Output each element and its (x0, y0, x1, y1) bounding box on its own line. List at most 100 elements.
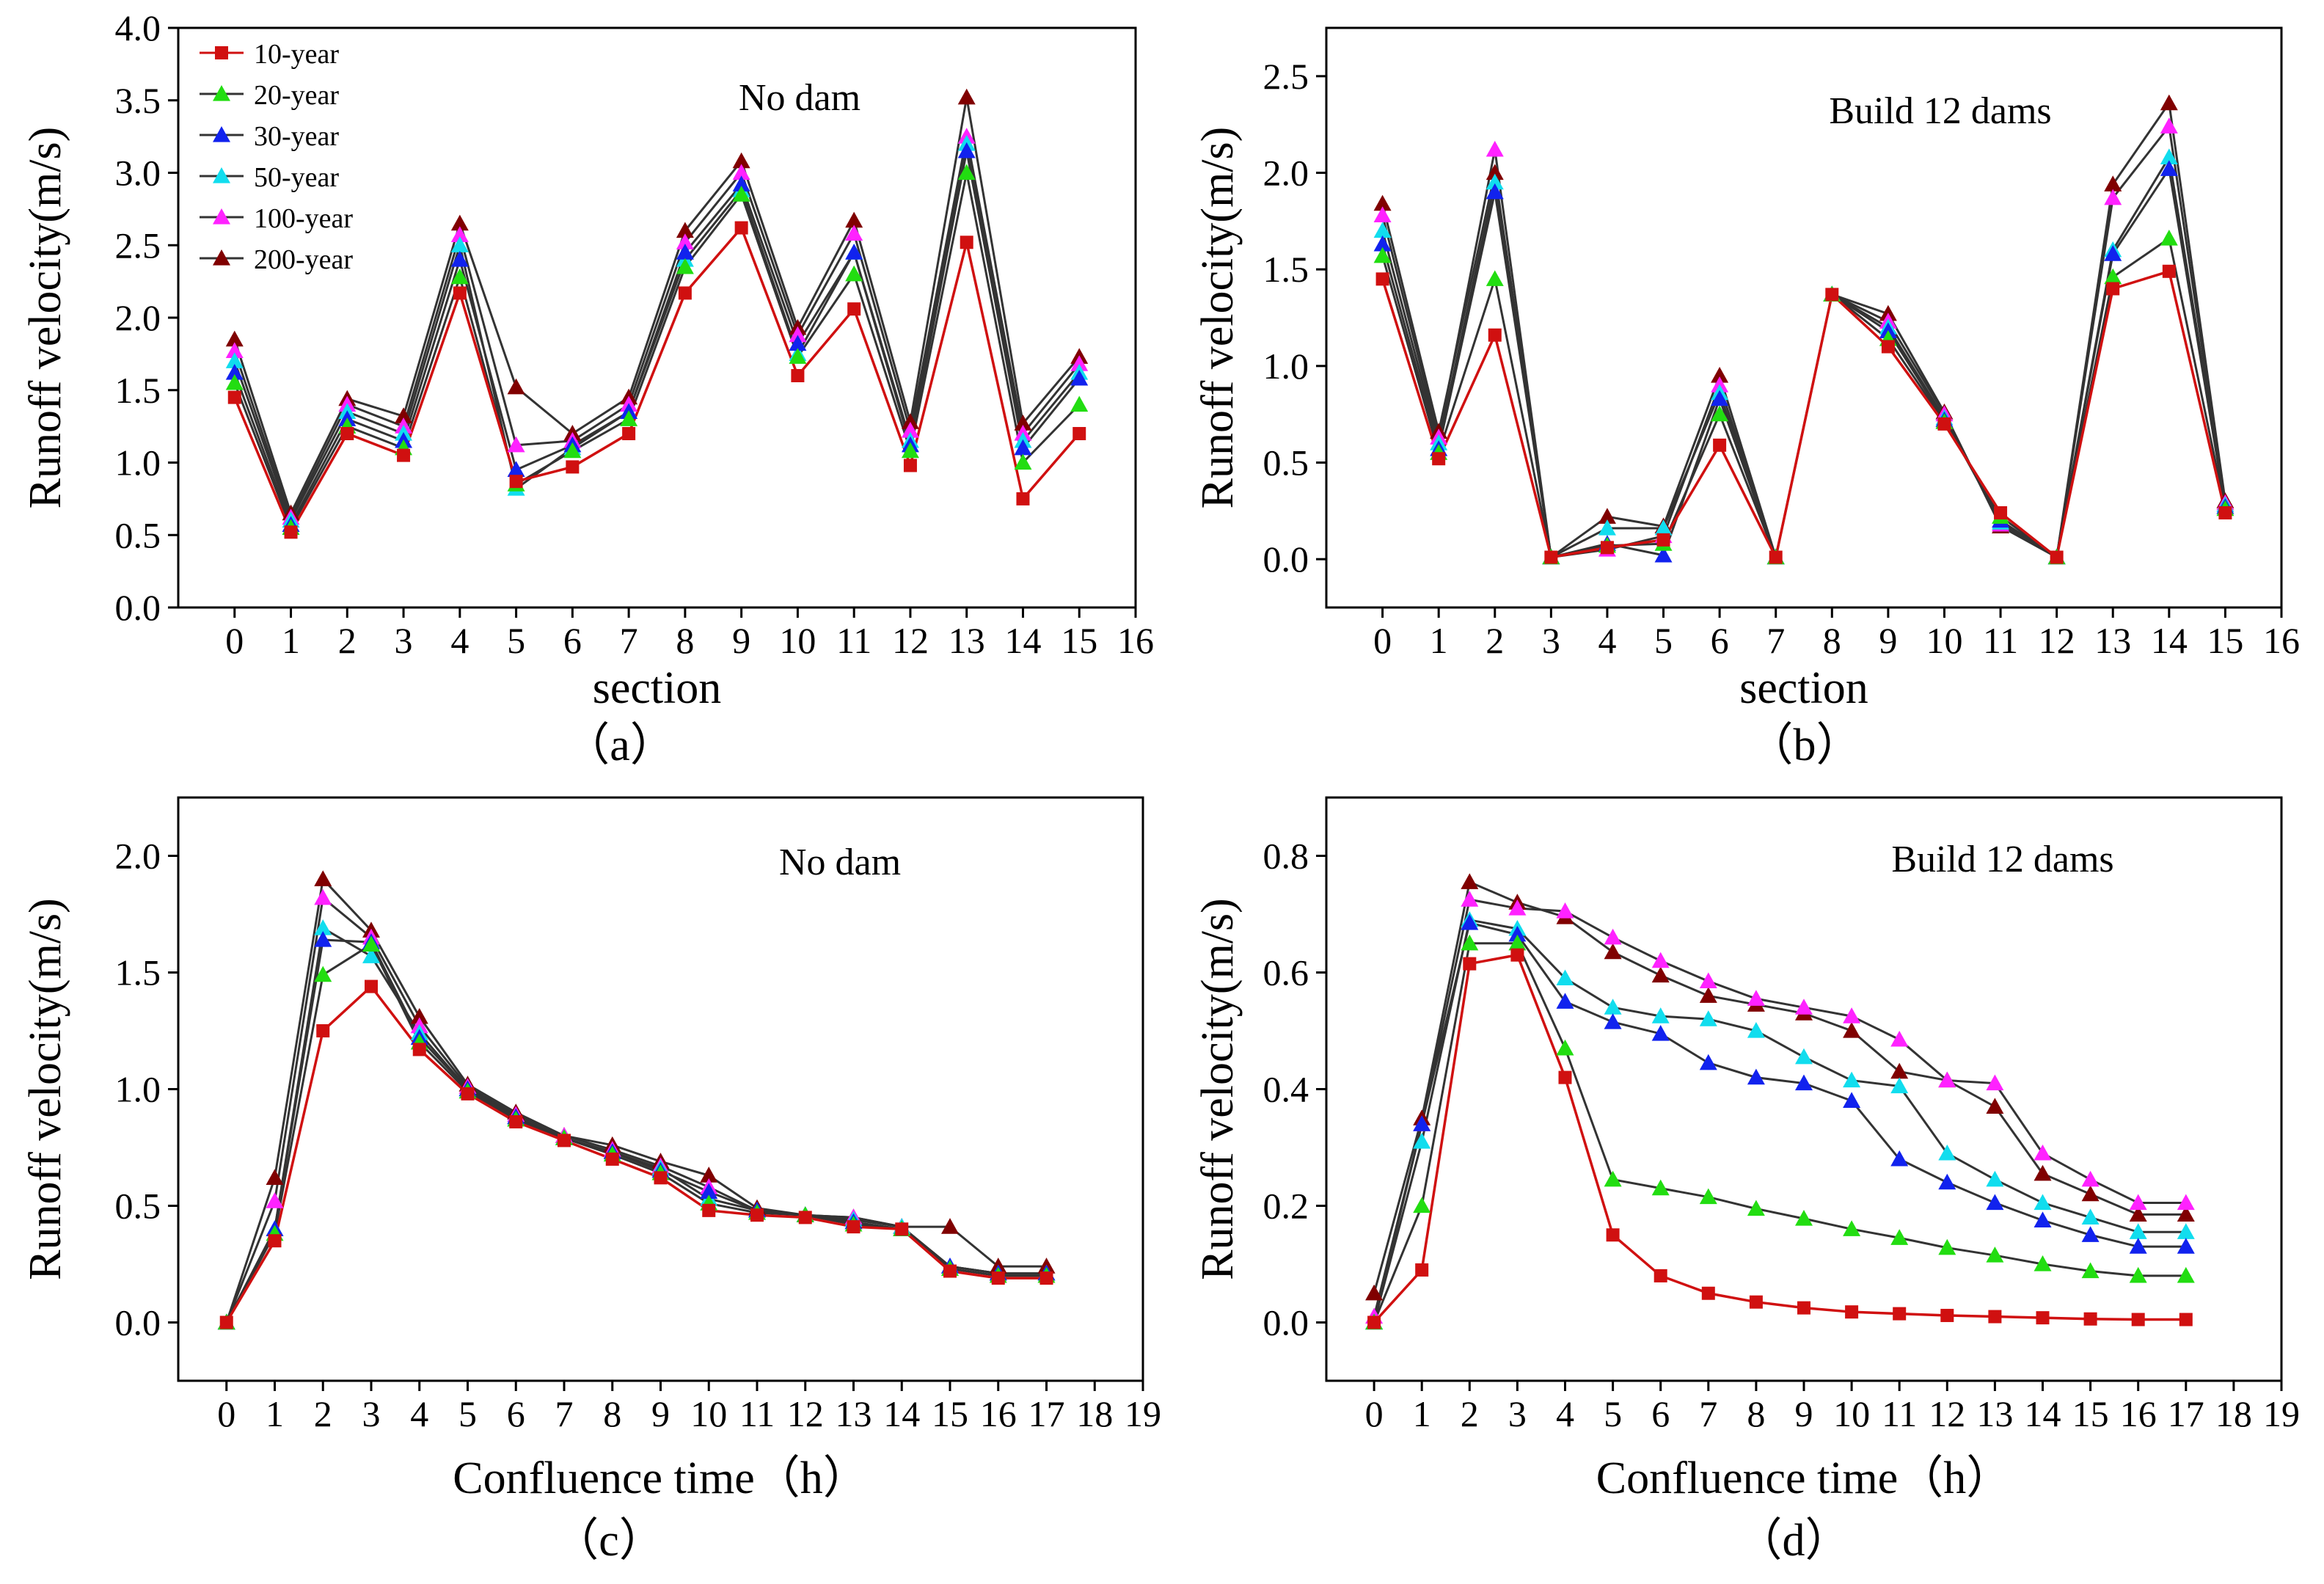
legend-marker-50-year (213, 167, 230, 183)
legend-label-30-year: 30-year (254, 121, 339, 152)
x-tick-label: 10 (1926, 620, 1962, 661)
x-tick-label: 5 (1604, 1393, 1622, 1434)
data-point-20-year (620, 410, 638, 426)
panel-label: （d） (1736, 1516, 1850, 1566)
data-point-10-year (678, 286, 692, 300)
x-tick-label: 18 (2215, 1393, 2252, 1434)
x-tick-label: 0 (1365, 1393, 1384, 1434)
data-point-30-year (1699, 1054, 1717, 1070)
data-point-200-year (1651, 966, 1670, 983)
panel-label: （c） (553, 1516, 665, 1566)
data-point-30-year (1556, 993, 1574, 1009)
x-tick-label: 8 (676, 620, 694, 661)
legend-label-20-year: 20-year (254, 80, 339, 111)
x-tick-label: 14 (883, 1393, 920, 1434)
data-point-100-year (789, 326, 807, 343)
y-tick-label: 0.0 (1263, 1302, 1309, 1343)
x-tick-label: 8 (603, 1393, 621, 1434)
data-point-100-year (1843, 1007, 1861, 1023)
y-tick-label: 0.4 (1263, 1069, 1309, 1110)
data-point-20-year (676, 258, 694, 274)
data-point-10-year (791, 369, 805, 382)
data-point-30-year (789, 335, 807, 351)
data-point-10-year (1749, 1295, 1763, 1309)
plot-frame (1325, 26, 2283, 609)
data-point-100-year (314, 888, 332, 905)
data-point-10-year (453, 286, 467, 300)
data-point-200-year (410, 1007, 428, 1024)
series-line-10-year (1373, 953, 2186, 1324)
data-point-20-year (789, 348, 807, 364)
data-point-10-year (1797, 1301, 1810, 1315)
data-point-200-year (395, 407, 413, 423)
data-point-20-year (1014, 453, 1032, 470)
data-point-10-year (412, 1043, 426, 1056)
series-line-100-year (1373, 898, 2186, 1317)
data-point-10-year (1606, 1228, 1620, 1242)
data-point-200-year (2034, 1164, 2052, 1181)
data-point-100-year (1486, 140, 1504, 157)
x-tick-label: 0 (1373, 620, 1392, 661)
series-line-50-year (225, 926, 1047, 1324)
data-point-30-year (225, 364, 244, 380)
data-point-10-year (1940, 1308, 1954, 1322)
data-point-100-year (845, 225, 863, 241)
data-point-100-year (1556, 902, 1574, 919)
data-point-10-year (1375, 272, 1389, 286)
y-tick-label: 0.0 (115, 1302, 161, 1343)
data-point-200-year (1014, 415, 1032, 431)
x-tick-label: 3 (1508, 1393, 1527, 1434)
data-point-100-year (676, 233, 694, 249)
y-tick-label: 0.5 (115, 1186, 161, 1227)
x-tick-label: 12 (1929, 1393, 1965, 1434)
data-point-20-year (1651, 1179, 1670, 1196)
data-point-200-year (1711, 367, 1729, 383)
data-point-20-year (1795, 1209, 1813, 1226)
y-tick-label: 0.8 (1263, 836, 1309, 877)
x-tick-label: 13 (949, 620, 985, 661)
data-point-200-year (266, 1169, 284, 1185)
data-point-100-year (450, 226, 469, 243)
data-point-20-year (957, 164, 976, 180)
data-point-30-year (314, 930, 332, 947)
data-point-10-year (1701, 1286, 1715, 1300)
data-point-10-year (847, 302, 861, 316)
data-point-10-year (2106, 282, 2120, 296)
data-point-10-year (734, 221, 748, 235)
data-point-30-year (957, 142, 976, 158)
panel-label: （b） (1747, 720, 1861, 770)
data-point-30-year (1651, 1024, 1670, 1041)
data-point-100-year (1747, 990, 1765, 1006)
x-tick-label: 14 (1004, 620, 1041, 661)
y-axis-title: Runoff velocity(m/s) (21, 898, 70, 1280)
data-point-20-year (1711, 405, 1729, 422)
data-point-30-year (732, 175, 750, 191)
data-point-50-year (450, 236, 469, 252)
data-point-10-year (268, 1234, 282, 1248)
x-tick-label: 15 (2072, 1393, 2109, 1434)
y-tick-label: 0.5 (115, 514, 161, 555)
data-point-10-year (1463, 957, 1477, 971)
data-point-30-year (2160, 160, 2178, 176)
data-point-50-year (2034, 1194, 2052, 1211)
data-point-50-year (1747, 1022, 1765, 1038)
data-point-200-year (450, 214, 469, 231)
data-point-30-year (450, 251, 469, 267)
data-point-10-year (365, 979, 378, 993)
x-tick-label: 7 (620, 620, 638, 661)
x-tick-label: 5 (458, 1393, 477, 1434)
data-point-10-year (1994, 506, 2008, 519)
x-tick-label: 10 (690, 1393, 727, 1434)
data-point-200-year (1365, 1284, 1384, 1301)
data-point-10-year (2162, 264, 2176, 278)
legend-marker-200-year (213, 249, 230, 266)
data-point-10-year (461, 1087, 475, 1101)
data-point-50-year (1373, 222, 1392, 238)
legend-marker-30-year (213, 126, 230, 142)
series-line-30-year (1373, 921, 2186, 1323)
x-tick-label: 16 (980, 1393, 1017, 1434)
data-point-20-year (563, 442, 582, 459)
data-point-50-year (2081, 1208, 2100, 1225)
x-tick-label: 12 (2039, 620, 2075, 661)
data-point-50-year (225, 352, 244, 368)
